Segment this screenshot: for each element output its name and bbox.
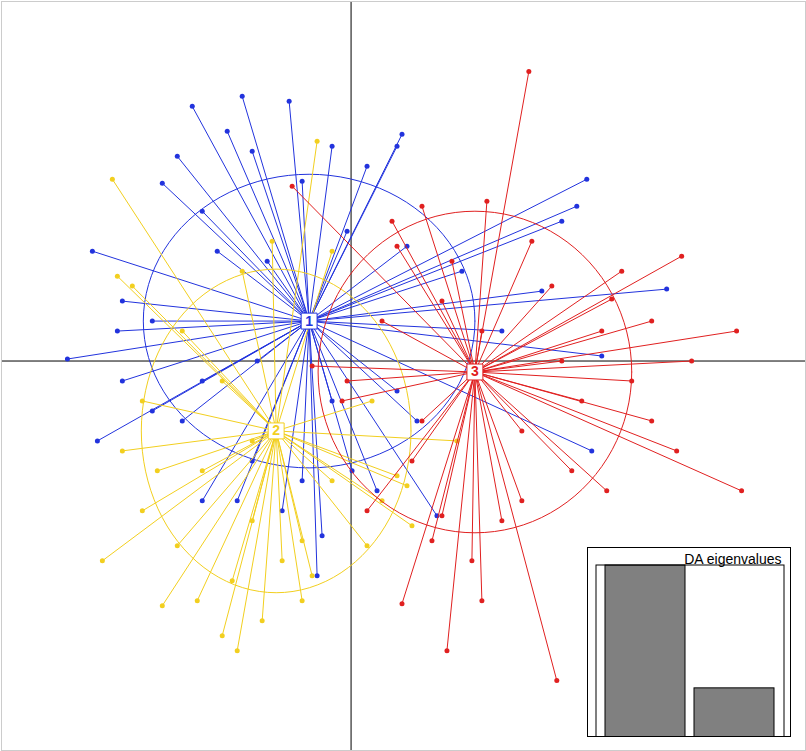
- svg-text:DA eigenvalues: DA eigenvalues: [684, 551, 782, 568]
- svg-text:2: 2: [272, 422, 280, 438]
- svg-text:3: 3: [471, 363, 479, 379]
- svg-text:1: 1: [305, 313, 313, 329]
